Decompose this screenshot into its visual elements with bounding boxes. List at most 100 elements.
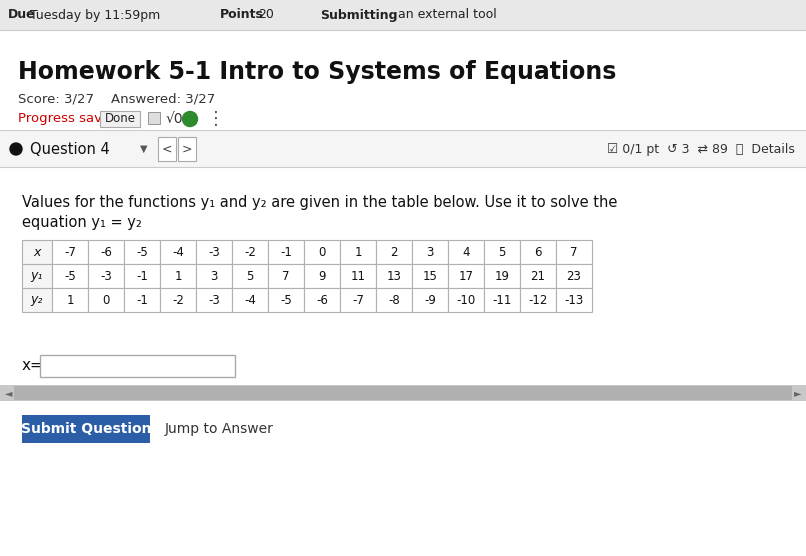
Text: -5: -5 (280, 294, 292, 306)
Text: -8: -8 (388, 294, 400, 306)
Text: 11: 11 (351, 270, 365, 282)
Text: Question 4: Question 4 (30, 141, 110, 156)
Text: 4: 4 (463, 246, 470, 259)
Text: Due: Due (8, 8, 35, 22)
Bar (376, 288, 412, 312)
Bar (232, 240, 268, 264)
Bar (412, 264, 448, 288)
Bar (520, 240, 556, 264)
Text: Values for the functions y₁ and y₂ are given in the table below. Use it to solve: Values for the functions y₁ and y₂ are g… (22, 195, 617, 210)
Text: 6: 6 (534, 246, 542, 259)
Bar (340, 264, 376, 288)
Bar (448, 288, 484, 312)
Bar (124, 240, 160, 264)
Bar (124, 288, 160, 312)
Bar (412, 240, 448, 264)
Bar (268, 264, 304, 288)
Text: -5: -5 (136, 246, 147, 259)
Text: 5: 5 (247, 270, 254, 282)
Text: Submitting: Submitting (320, 8, 397, 22)
Text: 3: 3 (426, 246, 434, 259)
Text: 7: 7 (571, 246, 578, 259)
Text: ►: ► (793, 388, 801, 398)
Bar (158, 137, 176, 161)
Text: Tuesday by 11:59pm: Tuesday by 11:59pm (30, 8, 160, 22)
Text: ◄: ◄ (5, 388, 13, 398)
Circle shape (10, 143, 22, 155)
Circle shape (182, 112, 197, 127)
Text: >: > (181, 142, 193, 156)
Text: 21: 21 (530, 270, 546, 282)
Text: equation y₁ = y₂: equation y₁ = y₂ (22, 215, 142, 230)
Text: x: x (33, 246, 40, 259)
Bar (340, 240, 376, 264)
Text: Jump to Answer: Jump to Answer (165, 422, 274, 436)
Text: -1: -1 (136, 294, 148, 306)
Text: ☑ 0/1 pt  ↺ 3  ⇄ 89  ⓘ  Details: ☑ 0/1 pt ↺ 3 ⇄ 89 ⓘ Details (607, 142, 795, 156)
Text: -10: -10 (456, 294, 476, 306)
Text: -13: -13 (564, 294, 584, 306)
Bar (124, 264, 160, 288)
Bar (232, 288, 268, 312)
Bar (88, 240, 124, 264)
Text: an external tool: an external tool (398, 8, 496, 22)
Bar (232, 264, 268, 288)
Bar (0, 131, 806, 167)
Text: 9: 9 (318, 270, 326, 282)
Bar (304, 240, 340, 264)
Text: ⋮: ⋮ (207, 110, 225, 128)
Bar (22, 288, 52, 312)
Text: -3: -3 (100, 270, 112, 282)
Text: 17: 17 (459, 270, 473, 282)
Text: x=: x= (22, 358, 44, 373)
Text: -4: -4 (244, 294, 256, 306)
Text: Points: Points (220, 8, 264, 22)
Bar (376, 264, 412, 288)
Bar (22, 264, 52, 288)
Text: 13: 13 (387, 270, 401, 282)
Text: y₂: y₂ (31, 294, 44, 306)
Text: -4: -4 (172, 246, 184, 259)
Text: 1: 1 (174, 270, 181, 282)
Text: 7: 7 (282, 270, 289, 282)
Bar (160, 288, 196, 312)
Text: 5: 5 (498, 246, 505, 259)
Bar (412, 288, 448, 312)
Bar (40, 355, 235, 377)
Bar (340, 288, 376, 312)
Bar (148, 112, 160, 124)
Bar (520, 264, 556, 288)
Text: Done: Done (105, 112, 135, 126)
Text: -12: -12 (528, 294, 548, 306)
Text: y₁: y₁ (31, 270, 44, 282)
Bar (448, 264, 484, 288)
Bar (88, 288, 124, 312)
Bar (304, 264, 340, 288)
Text: 0: 0 (102, 294, 110, 306)
Bar (22, 415, 150, 443)
Text: -9: -9 (424, 294, 436, 306)
Text: -2: -2 (172, 294, 184, 306)
Bar (448, 240, 484, 264)
Text: -7: -7 (352, 294, 364, 306)
Bar (0, 385, 806, 401)
Text: 23: 23 (567, 270, 581, 282)
Bar (14, 386, 792, 400)
Text: 3: 3 (210, 270, 218, 282)
Bar (484, 264, 520, 288)
Bar (196, 240, 232, 264)
Bar (0, 0, 806, 30)
Text: -1: -1 (136, 270, 148, 282)
Bar (484, 288, 520, 312)
Text: -11: -11 (492, 294, 512, 306)
Bar (376, 240, 412, 264)
Bar (268, 240, 304, 264)
Bar (160, 240, 196, 264)
Text: Score: 3/27    Answered: 3/27: Score: 3/27 Answered: 3/27 (18, 92, 215, 105)
Text: -2: -2 (244, 246, 256, 259)
Text: 15: 15 (422, 270, 438, 282)
Text: -1: -1 (280, 246, 292, 259)
Text: 1: 1 (355, 246, 362, 259)
Text: ▼: ▼ (140, 144, 147, 154)
Text: -3: -3 (208, 246, 220, 259)
